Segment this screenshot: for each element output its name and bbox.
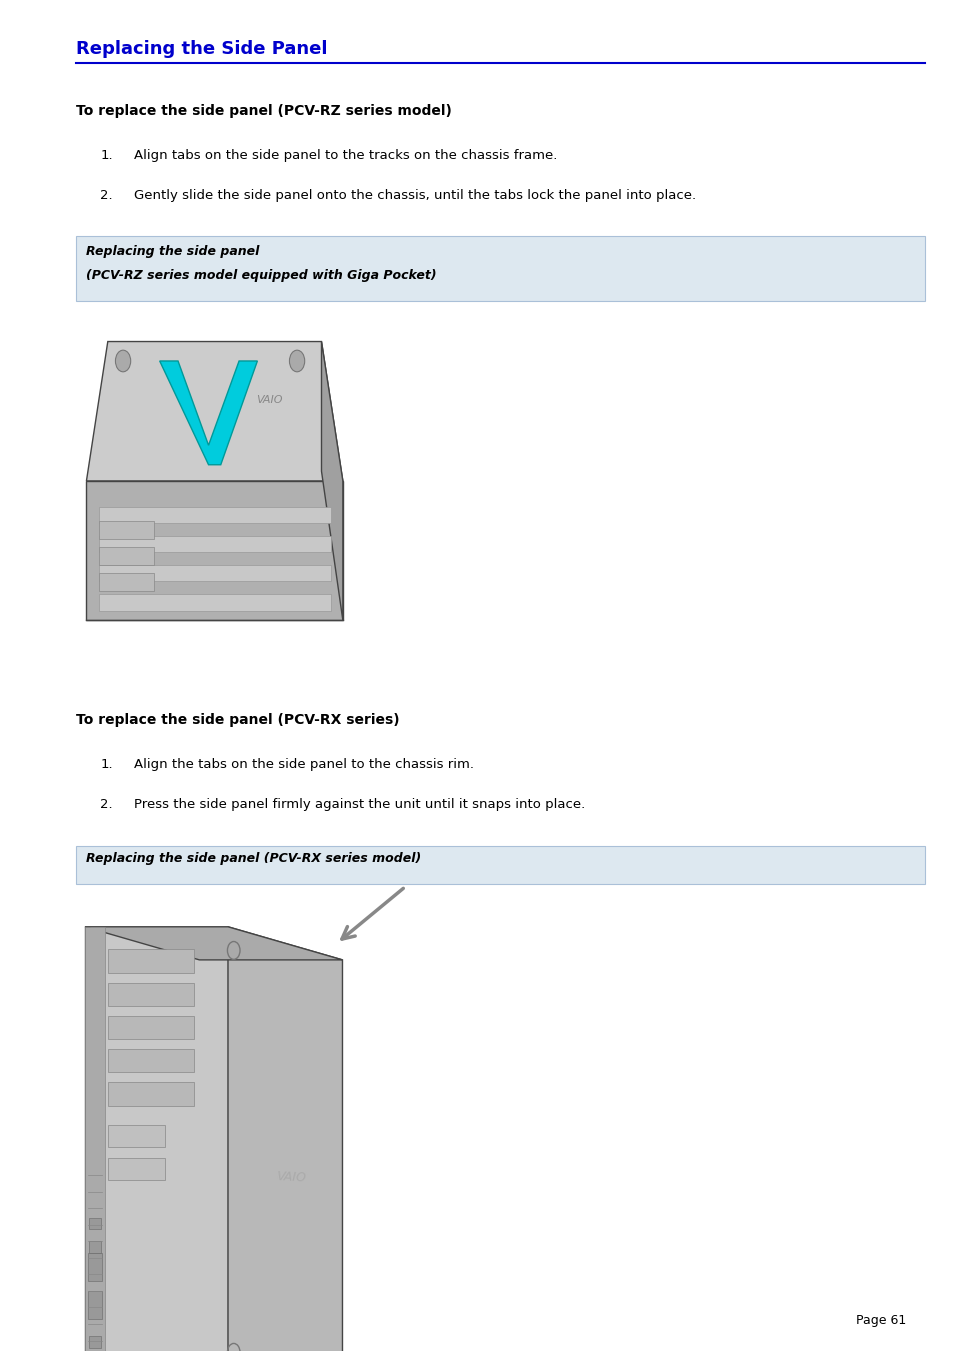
Bar — [98, 573, 153, 592]
Bar — [108, 1048, 193, 1073]
Bar — [88, 1292, 102, 1320]
Text: 1.: 1. — [100, 758, 112, 771]
Text: VAIO: VAIO — [275, 1170, 306, 1185]
Text: To replace the side panel (PCV-RX series): To replace the side panel (PCV-RX series… — [76, 713, 399, 727]
Bar — [108, 982, 193, 1006]
Bar — [108, 1082, 193, 1105]
Polygon shape — [85, 927, 342, 961]
Bar — [90, 1336, 101, 1348]
Text: VAIO: VAIO — [256, 394, 282, 405]
Bar — [98, 594, 331, 611]
Bar — [108, 1016, 193, 1039]
Bar — [88, 1254, 102, 1282]
Bar — [108, 1159, 165, 1179]
Text: Align the tabs on the side panel to the chassis rim.: Align the tabs on the side panel to the … — [133, 758, 473, 771]
Polygon shape — [87, 342, 342, 481]
Text: Replacing the Side Panel: Replacing the Side Panel — [76, 41, 328, 58]
Bar — [85, 927, 105, 1351]
Bar — [98, 547, 153, 565]
Bar — [90, 1217, 101, 1229]
Bar — [98, 536, 331, 553]
Text: 1.: 1. — [100, 149, 112, 162]
Text: 2.: 2. — [100, 189, 112, 203]
Circle shape — [115, 350, 131, 372]
Bar — [90, 1242, 101, 1254]
Text: To replace the side panel (PCV-RZ series model): To replace the side panel (PCV-RZ series… — [76, 104, 452, 118]
Bar — [108, 950, 193, 973]
Text: Replacing the side panel (PCV-RX series model): Replacing the side panel (PCV-RX series … — [86, 852, 420, 866]
Bar — [76, 236, 924, 301]
Text: Gently slide the side panel onto the chassis, until the tabs lock the panel into: Gently slide the side panel onto the cha… — [133, 189, 695, 203]
Text: Press the side panel firmly against the unit until it snaps into place.: Press the side panel firmly against the … — [133, 798, 584, 812]
Polygon shape — [87, 481, 342, 620]
Bar — [98, 507, 331, 523]
Text: Replacing the side panel: Replacing the side panel — [86, 245, 259, 258]
Bar — [76, 846, 924, 884]
Circle shape — [289, 350, 304, 372]
Polygon shape — [321, 342, 342, 620]
Bar — [108, 1125, 165, 1147]
Polygon shape — [85, 927, 228, 1351]
Text: Page 61: Page 61 — [855, 1313, 905, 1327]
Polygon shape — [228, 927, 342, 1351]
Text: 2.: 2. — [100, 798, 112, 812]
Polygon shape — [159, 361, 257, 465]
Bar — [98, 565, 331, 581]
Bar — [98, 521, 153, 539]
Text: (PCV-RZ series model equipped with Giga Pocket): (PCV-RZ series model equipped with Giga … — [86, 269, 436, 282]
Text: Align tabs on the side panel to the tracks on the chassis frame.: Align tabs on the side panel to the trac… — [133, 149, 557, 162]
